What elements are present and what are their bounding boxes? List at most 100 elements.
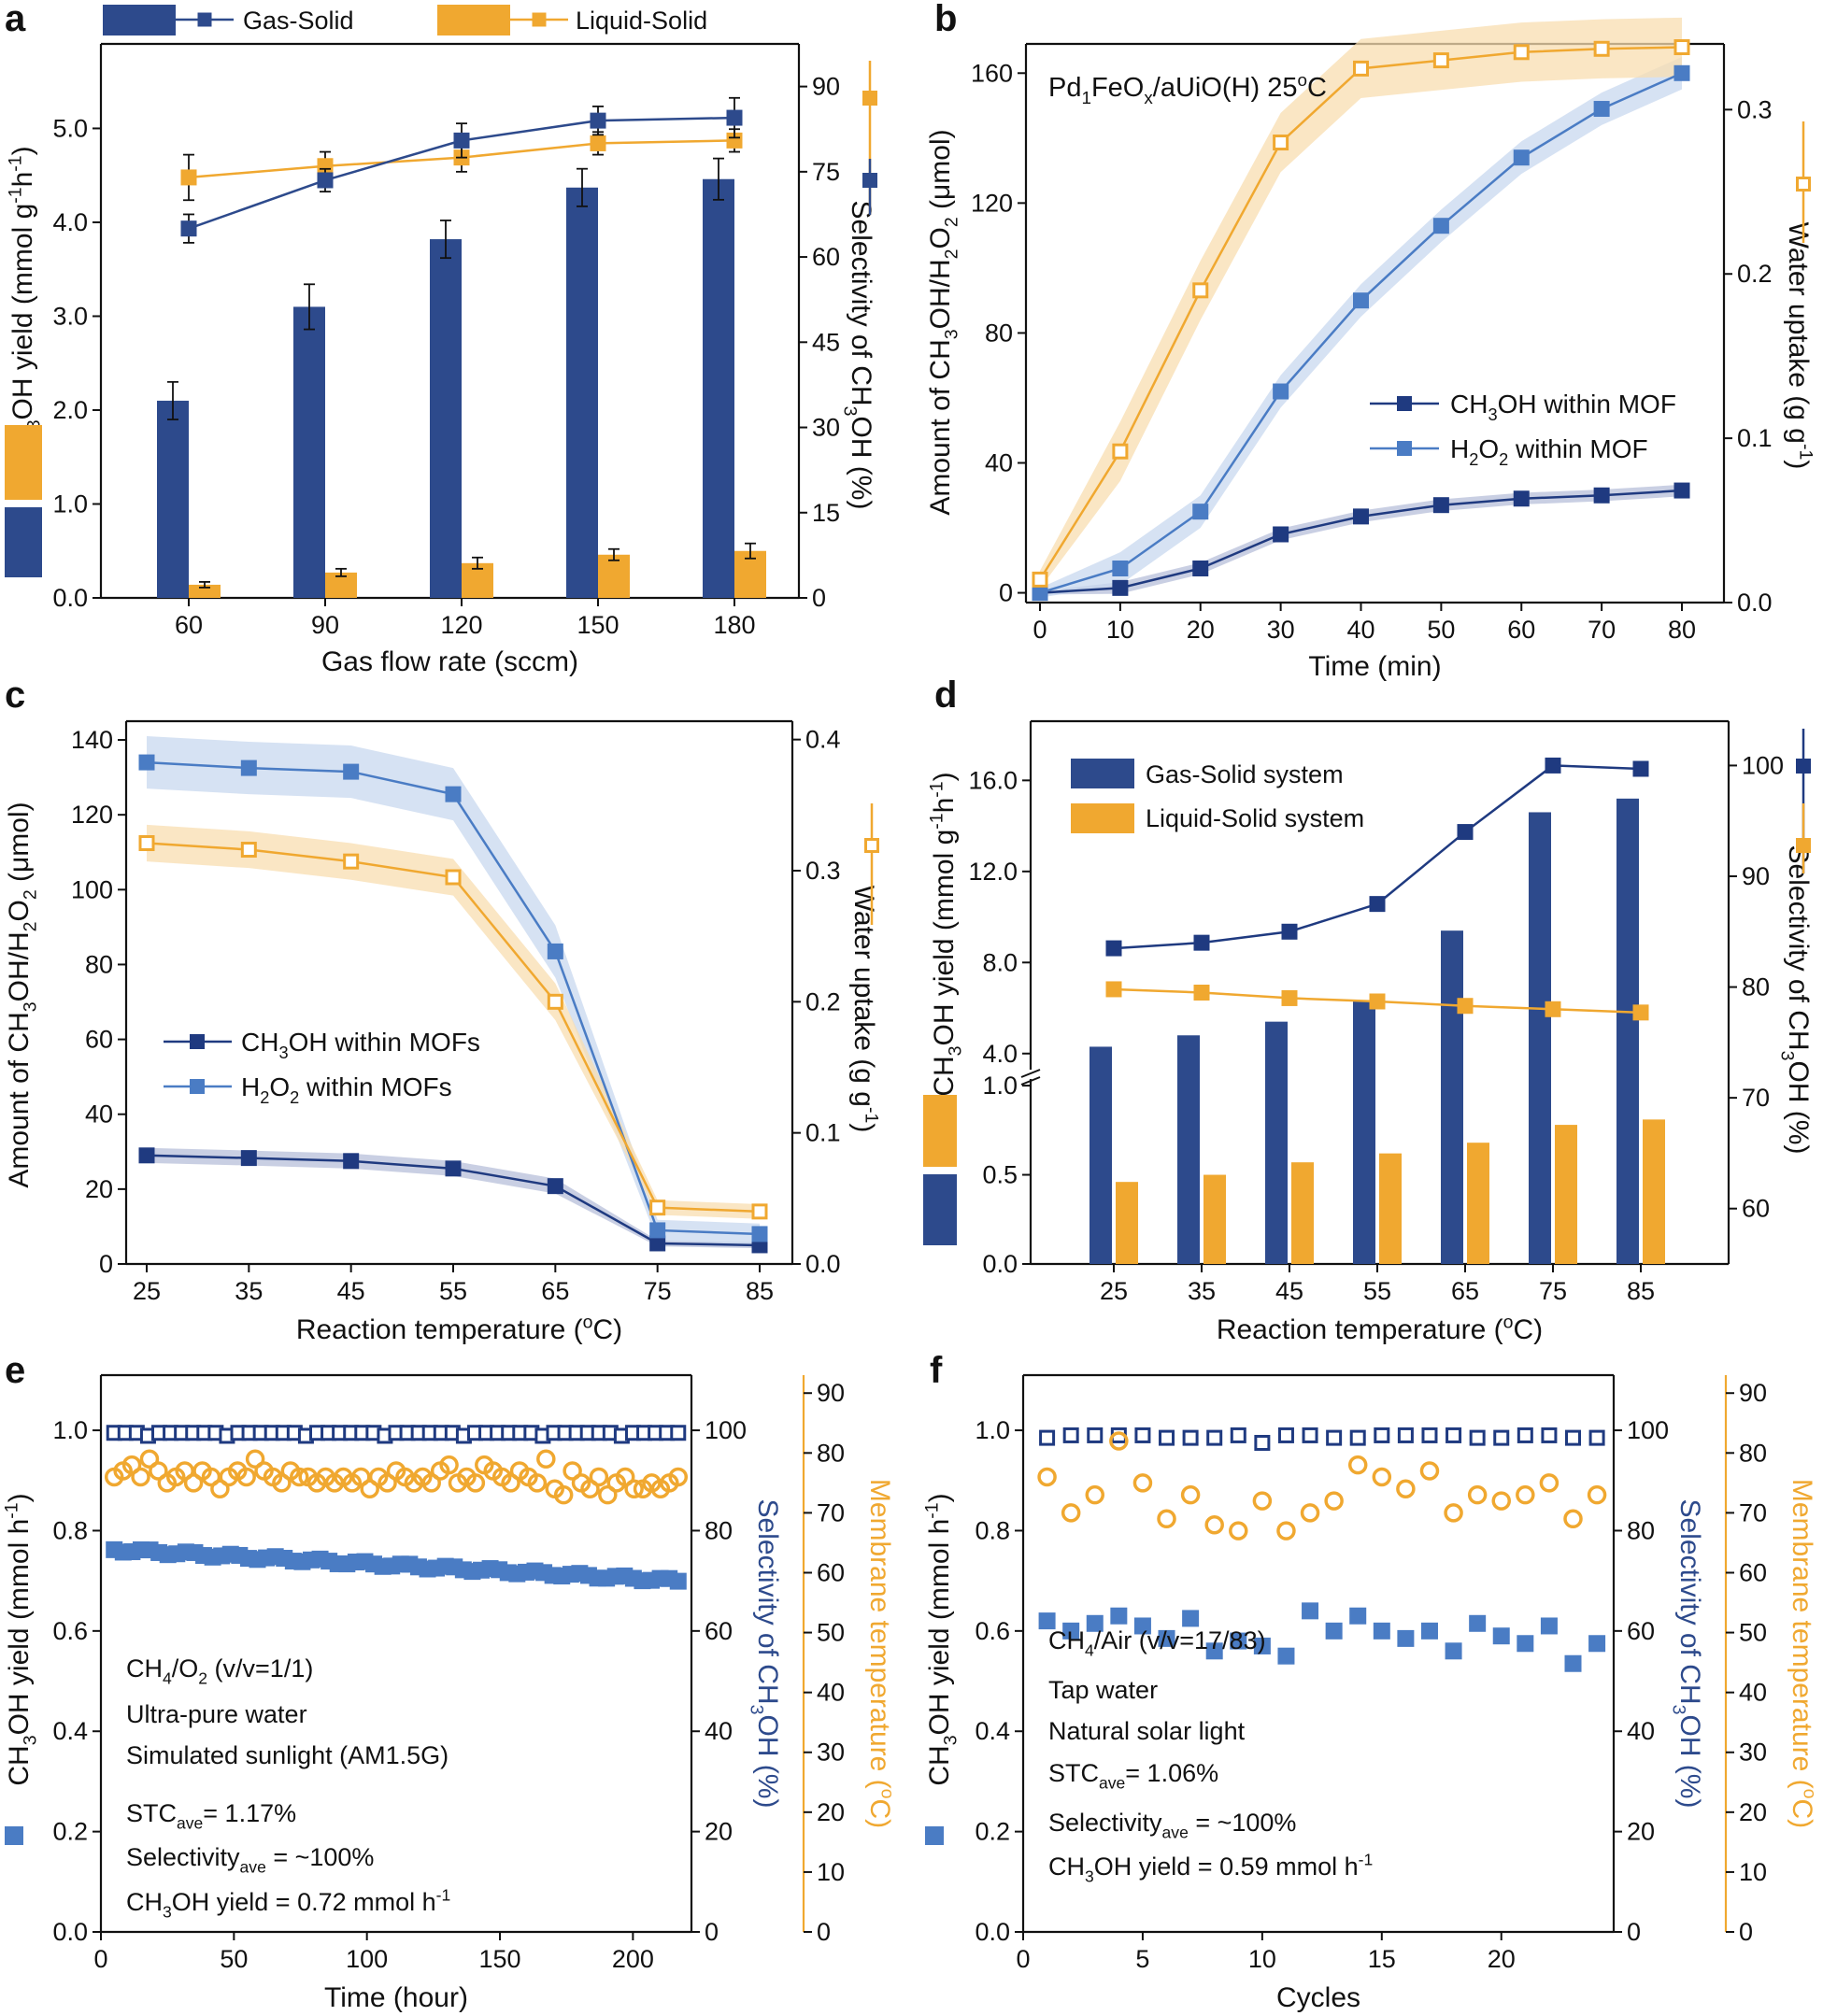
c-y2-axis-title: Water uptake (g g-1) bbox=[848, 886, 881, 1133]
d-y-lower-tick-label: 0.5 bbox=[982, 1161, 1018, 1189]
b-point-0 bbox=[1593, 487, 1610, 504]
d-x-tick-label: 35 bbox=[1188, 1277, 1216, 1305]
f-point-temperature bbox=[1085, 1484, 1105, 1505]
e-y-tick-label: 0.4 bbox=[52, 1717, 88, 1745]
b-legend-marker bbox=[1397, 441, 1412, 456]
a-y-tick-label: 5.0 bbox=[52, 114, 88, 142]
f-y3-tick-label: 20 bbox=[1739, 1798, 1767, 1826]
f-y3-tick-label: 0 bbox=[1739, 1918, 1753, 1946]
b-legend-label-h2o2-part: O bbox=[1478, 434, 1499, 463]
a-bar-gas-solid bbox=[157, 400, 189, 598]
c-point-1 bbox=[343, 763, 360, 780]
d-point-selectivity bbox=[1193, 985, 1210, 1001]
f-note-part: Tap water bbox=[1048, 1676, 1158, 1704]
a-y-axis-title-part: OH yield (mmol g bbox=[7, 204, 38, 420]
f-point-yield bbox=[1205, 1642, 1223, 1660]
a-y2-legend-marker bbox=[862, 173, 877, 188]
f-point-selectivity bbox=[1421, 1427, 1438, 1443]
a-point-selectivity bbox=[180, 220, 197, 237]
f-y2-tick-label: 0 bbox=[1627, 1918, 1641, 1946]
e-note-part: /O bbox=[172, 1654, 199, 1682]
e-point-temperature bbox=[527, 1473, 548, 1493]
e-x-tick-label: 100 bbox=[346, 1945, 388, 1973]
e-point-temperature bbox=[360, 1479, 379, 1499]
f-point-selectivity bbox=[1469, 1429, 1486, 1446]
f-note-part: -1 bbox=[1359, 1851, 1374, 1869]
a-y-tick-label: 1.0 bbox=[52, 490, 88, 518]
a-y-tick-label: 3.0 bbox=[52, 302, 88, 330]
c-point-0 bbox=[138, 1147, 155, 1164]
e-y-axis-title-part: CH bbox=[4, 1745, 35, 1785]
f-point-temperature bbox=[1347, 1455, 1368, 1475]
e-y3-axis-title-part: C) bbox=[864, 1799, 895, 1829]
d-bar-gas-solid-lower bbox=[1265, 1073, 1288, 1264]
d-point-selectivity bbox=[1457, 824, 1474, 841]
f-point-selectivity bbox=[1182, 1429, 1199, 1446]
e-y3-tick-label: 0 bbox=[817, 1918, 831, 1946]
f-y-tick-label: 0.6 bbox=[975, 1617, 1010, 1645]
c-x-axis-title-part: Reaction temperature ( bbox=[296, 1314, 583, 1345]
e-y-axis-title-part: OH yield (mmol h bbox=[4, 1519, 35, 1736]
c-y-axis-title-part: OH/H bbox=[4, 931, 35, 1001]
f-y2-tick-label: 60 bbox=[1627, 1617, 1655, 1645]
panel-label-a: a bbox=[5, 0, 26, 39]
a-y-axis-title-part: ) bbox=[7, 146, 38, 155]
b-point-1 bbox=[1192, 504, 1209, 520]
f-y3-axis-title-part: C) bbox=[1787, 1799, 1817, 1829]
e-y-tick-label: 0.2 bbox=[52, 1818, 88, 1846]
c-y-tick-label: 100 bbox=[71, 875, 113, 903]
b-annotation-part: o bbox=[1298, 70, 1307, 90]
a-point-selectivity bbox=[317, 158, 334, 175]
a-x-tick-label: 180 bbox=[713, 611, 755, 639]
b-point-2 bbox=[1673, 39, 1690, 56]
f-y2-tick-label: 40 bbox=[1627, 1717, 1655, 1745]
f-x-tick-label: 15 bbox=[1368, 1945, 1396, 1973]
f-note: Tap water bbox=[1048, 1676, 1158, 1704]
a-y-legend-swatch-navy bbox=[5, 507, 42, 577]
f-point-yield bbox=[1133, 1617, 1151, 1635]
panel-label-f: f bbox=[930, 1350, 943, 1391]
e-point-temperature bbox=[245, 1449, 265, 1469]
f-note: Natural solar light bbox=[1048, 1717, 1246, 1745]
c-point-0 bbox=[649, 1235, 666, 1252]
c-band-1 bbox=[147, 736, 760, 1245]
a-y2-tick-label: 90 bbox=[812, 73, 840, 101]
b-x-tick-label: 30 bbox=[1267, 616, 1295, 644]
e-point-selectivity bbox=[670, 1425, 687, 1441]
b-annotation: Pd1FeOx/aUiO(H) 25oC bbox=[1048, 70, 1327, 107]
e-point-temperature bbox=[668, 1467, 689, 1487]
d-point-selectivity bbox=[1632, 760, 1649, 777]
a-y2-axis-title: Selectivity of CH3OH (%) bbox=[840, 201, 876, 510]
d-y-upper-tick-label: 12.0 bbox=[968, 858, 1018, 886]
d-y-upper-tick-label: 4.0 bbox=[982, 1040, 1018, 1068]
d-point-selectivity bbox=[1457, 998, 1474, 1015]
b-point-0 bbox=[1192, 560, 1209, 576]
c-point-2 bbox=[343, 853, 360, 870]
d-bar-gas-solid-lower bbox=[1353, 1073, 1375, 1264]
e-point-temperature bbox=[501, 1473, 520, 1493]
f-point-temperature bbox=[1229, 1521, 1248, 1540]
c-point-1 bbox=[649, 1222, 666, 1239]
e-note-part: -1 bbox=[436, 1886, 451, 1905]
f-point-temperature bbox=[1180, 1484, 1201, 1505]
e-y3-tick-label: 40 bbox=[817, 1679, 845, 1707]
c-y2-tick-label: 0.4 bbox=[805, 726, 841, 754]
c-legend-label-h2o2-part: 2 bbox=[290, 1088, 299, 1107]
b-legend-label-h2o2-part: 2 bbox=[1469, 450, 1478, 469]
c-y-axis-title-part: Amount of CH bbox=[4, 1012, 35, 1187]
d-point-selectivity bbox=[1281, 989, 1298, 1006]
f-point-yield bbox=[1588, 1635, 1606, 1653]
e-y-axis-title: CH3OH yield (mmol h-1) bbox=[2, 1493, 41, 1785]
f-point-yield bbox=[1086, 1614, 1104, 1632]
b-point-1 bbox=[1593, 101, 1610, 118]
f-y3-tick-label: 70 bbox=[1739, 1498, 1767, 1526]
f-point-temperature bbox=[1132, 1473, 1153, 1493]
f-point-yield bbox=[1373, 1622, 1390, 1640]
b-legend-label-ch3oh-part: 3 bbox=[1488, 405, 1497, 424]
d-bar-gas-solid-upper bbox=[1616, 798, 1639, 1075]
b-y2-axis-title-part: ) bbox=[1783, 460, 1814, 469]
f-note-part: OH yield = 0.59 mmol h bbox=[1094, 1853, 1359, 1881]
c-y-tick-label: 40 bbox=[85, 1100, 113, 1129]
d-y-upper-tick-label: 8.0 bbox=[982, 948, 1018, 976]
d-y2-axis-title-part: OH (%) bbox=[1783, 1060, 1814, 1154]
